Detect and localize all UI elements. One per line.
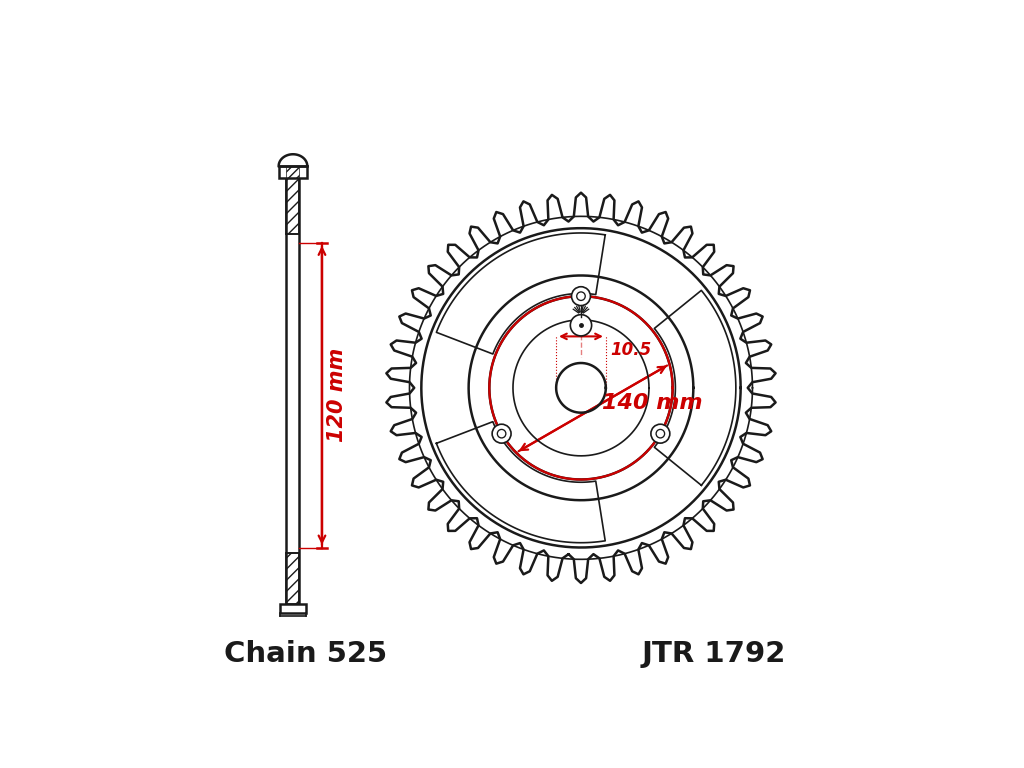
Text: 10.5: 10.5 [610, 341, 652, 359]
Circle shape [493, 424, 511, 443]
Polygon shape [436, 233, 605, 354]
Text: Chain 525: Chain 525 [224, 640, 387, 668]
Text: JTR 1792: JTR 1792 [642, 640, 786, 668]
Bar [287, 178, 299, 234]
Bar [287, 166, 299, 178]
Bar [287, 554, 299, 604]
Polygon shape [654, 290, 736, 485]
Circle shape [656, 429, 665, 438]
Bar [280, 604, 306, 613]
Bar [279, 166, 307, 178]
Polygon shape [436, 422, 605, 543]
Circle shape [651, 424, 670, 443]
Text: 120 mm: 120 mm [327, 348, 347, 442]
Circle shape [570, 315, 592, 336]
Circle shape [498, 429, 506, 438]
Circle shape [577, 292, 586, 300]
Text: 140 mm: 140 mm [602, 392, 702, 412]
Circle shape [571, 286, 591, 306]
